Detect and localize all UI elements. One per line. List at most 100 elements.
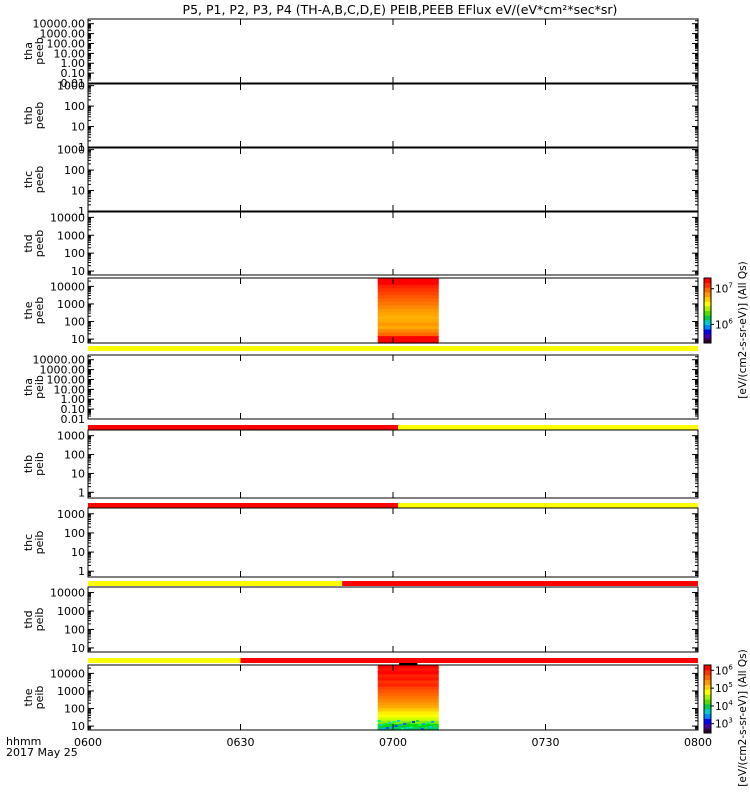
colorbar-peib-swatch	[704, 669, 711, 676]
the-peib-speck	[392, 721, 396, 723]
tha-peib-ytick-label: 0.01	[61, 413, 86, 426]
colorbar-tick-exponent: 3	[728, 717, 732, 725]
status-bar-segment	[240, 658, 698, 663]
thb-peib-probe-label: thb	[22, 455, 35, 473]
the-peib-band	[377, 683, 439, 688]
tha-peeb-ytick-label: 1000.00	[40, 28, 86, 41]
the-peib-ytick-label: 1000	[57, 685, 85, 698]
tha-peib-ytick-label: 10.00	[54, 383, 86, 396]
the-peeb-band	[377, 298, 439, 303]
the-peeb-band	[377, 288, 439, 293]
thb-peib-ytick-label: 1	[78, 486, 85, 499]
thc-peeb-ytick-label: 10	[71, 185, 85, 198]
thb-peib-ytick-label: 10	[71, 467, 85, 480]
colorbar-peib-swatch	[704, 708, 711, 715]
colorbar-tick-label: 104	[715, 699, 733, 713]
the-peeb-band	[377, 305, 439, 310]
the-peib-band	[377, 680, 439, 685]
colorbar-peeb-frame	[703, 277, 712, 344]
tha-peib-instrument-label: peib	[33, 375, 46, 399]
the-peib-probe-label: the	[22, 688, 35, 706]
the-peib-speck	[427, 722, 431, 724]
the-peib-band	[377, 692, 439, 697]
the-peib-band	[377, 686, 439, 691]
tha-peib-ytick-label: 1000.00	[40, 364, 86, 377]
tha-peib-ytick-label: 100.00	[47, 373, 86, 386]
colorbar-peeb-swatch	[704, 278, 711, 284]
time-axis-label: hhmm	[6, 735, 41, 748]
the-peib-speck	[405, 727, 409, 729]
thb-peib-ytick-label: 1000	[57, 430, 85, 443]
the-peib-ytick-label: 10	[71, 720, 85, 733]
tha-peeb-ytick-label: 1.00	[61, 57, 86, 70]
the-peib-speck	[384, 723, 388, 725]
tha-peeb-probe-label: tha	[22, 42, 35, 60]
colorbar-peeb-swatch	[704, 310, 711, 316]
the-peib-band	[377, 702, 439, 706]
the-peib-speck	[400, 728, 404, 730]
colorbar-peeb-swatch	[704, 329, 711, 335]
colorbar-peib-swatch	[704, 665, 711, 671]
colorbar-tick-exponent: 6	[728, 317, 733, 325]
colorbar-peeb-swatch	[704, 305, 711, 311]
colorbar-peeb-swatch	[704, 301, 711, 307]
thb-peeb-instrument-label: peeb	[33, 102, 46, 130]
status-bar-segment	[88, 425, 399, 430]
the-peeb-band	[377, 322, 439, 327]
thc-peeb-ytick-label: 1000	[57, 144, 85, 157]
x-tick-label: 0800	[684, 736, 712, 749]
the-peeb-probe-label: the	[22, 301, 35, 319]
the-peib-instrument-label: peib	[33, 686, 46, 710]
the-peeb-band	[377, 319, 439, 324]
thb-peib-instrument-label: peib	[33, 452, 46, 476]
tha-peeb-ytick-label: 10.00	[54, 47, 86, 60]
axis-labels: 0.010.101.0010.00100.001000.0010000.00th…	[22, 18, 712, 749]
the-peib-band	[377, 705, 439, 709]
status-bars	[88, 346, 698, 663]
status-bar-segment	[88, 503, 399, 508]
status-bar-segment	[398, 425, 698, 430]
colorbar-peib-swatch	[704, 699, 711, 705]
colorbar-tick-label: 103	[715, 717, 733, 731]
thc-peeb-frame	[87, 147, 699, 212]
status-bar-segment	[88, 346, 698, 351]
the-peib-speck	[379, 724, 383, 726]
thc-peib-instrument-label: peib	[33, 531, 46, 555]
thb-peib-ytick-label: 100	[64, 449, 85, 462]
the-peeb-ytick-label: 10000	[50, 280, 85, 293]
thc-peeb-ytick-label: 1	[78, 205, 85, 218]
thd-peeb-ytick-label: 10000	[50, 211, 85, 224]
the-peib-ytick-label: 10000	[50, 667, 85, 680]
thb-peeb-ytick-label: 1	[78, 141, 85, 154]
the-peib-speck	[433, 725, 437, 727]
the-peib-speck	[377, 720, 381, 722]
colorbar-peib-swatch	[704, 728, 711, 734]
the-peib-band	[377, 708, 439, 713]
thb-peeb-ytick-label: 10	[71, 121, 85, 134]
tha-peeb-ytick-label: 0.01	[61, 77, 86, 90]
thc-peeb-ytick-label: 100	[64, 164, 85, 177]
thd-peib-ytick-label: 100	[64, 623, 85, 636]
thd-peeb-ytick-label: 10	[71, 265, 85, 278]
the-peib-band	[377, 677, 439, 682]
colorbar-peib-swatch	[704, 713, 711, 719]
thd-peeb-frame	[87, 211, 699, 276]
colorbar-peeb-swatch	[704, 333, 711, 339]
the-peib-speck	[428, 726, 432, 728]
the-peib-band	[377, 674, 439, 678]
colorbar-peib-swatch	[704, 723, 711, 729]
the-peeb-band	[377, 278, 439, 283]
the-peib-speck	[431, 721, 435, 723]
the-peeb-ytick-label: 100	[64, 316, 85, 329]
the-peib-speck	[396, 720, 400, 722]
the-peeb-band	[377, 315, 439, 320]
the-peeb-band	[377, 291, 439, 296]
thd-peib-ytick-label: 10	[71, 642, 85, 655]
